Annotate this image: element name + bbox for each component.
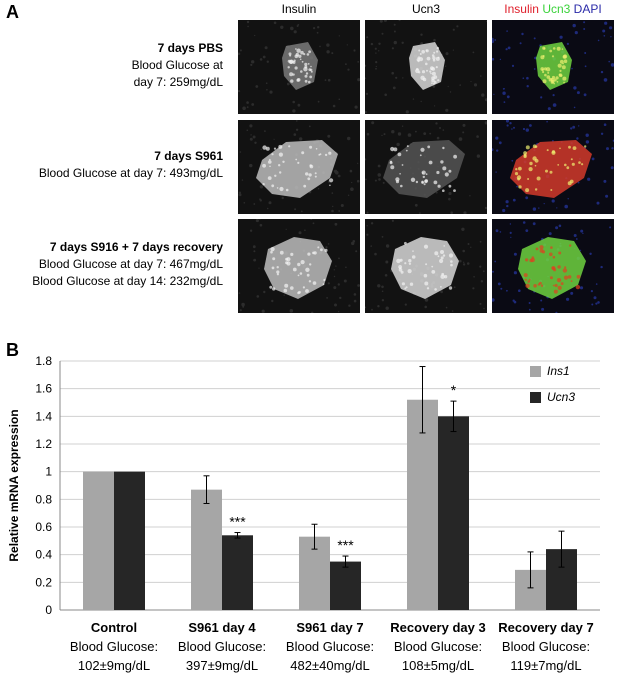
micrograph-recovery-ucn3	[365, 219, 487, 313]
category-label: S961 day 4	[188, 620, 256, 635]
y-tick-label: 0.6	[35, 520, 52, 534]
category-sublabel: 102±9mg/dL	[78, 658, 150, 673]
legend-label: Ucn3	[547, 390, 575, 404]
bar-ucn3-1	[222, 535, 253, 610]
column-header-ucn3: Ucn3	[411, 2, 440, 16]
row-line: Blood Glucose at day 7: 493mg/dL	[38, 166, 223, 180]
bar-ucn3-3	[438, 416, 469, 610]
bar-ucn3-2	[330, 561, 361, 610]
row-line: Blood Glucose at day 7: 467mg/dL	[38, 257, 223, 271]
category-sublabel: 397±9mg/dL	[186, 658, 258, 673]
category-sublabel: Blood Glucose:	[502, 639, 590, 654]
y-tick-label: 1.8	[35, 354, 52, 368]
micrograph-pbs-insulin	[238, 20, 360, 114]
row-line: Blood Glucose at day 14: 232mg/dL	[32, 274, 223, 288]
significance-marker: ***	[229, 514, 246, 530]
category-sublabel: Blood Glucose:	[70, 639, 158, 654]
category-sublabel: 119±7mg/dL	[510, 658, 581, 673]
y-tick-label: 1.6	[35, 382, 52, 396]
micrograph-s961-insulin	[238, 120, 360, 214]
category-sublabel: Blood Glucose:	[178, 639, 266, 654]
micrograph-s961-ucn3	[365, 120, 487, 214]
bar-ins1-0	[83, 471, 114, 610]
merge-label-dapi: DAPI	[570, 2, 602, 16]
legend-swatch	[530, 366, 541, 377]
y-tick-label: 1.2	[35, 437, 52, 451]
column-header-insulin: Insulin	[281, 2, 317, 16]
micrograph-pbs-merge	[492, 20, 614, 114]
legend-label: Ins1	[547, 364, 570, 378]
row-label-s961: 7 days S961 Blood Glucose at day 7: 493m…	[39, 148, 223, 182]
column-header-merge: Insulin Ucn3 DAPI	[492, 2, 614, 16]
merge-label-insulin: Insulin	[504, 2, 539, 16]
row-title: 7 days S916 + 7 days recovery	[49, 240, 223, 254]
legend-swatch	[530, 392, 541, 403]
y-tick-label: 0.4	[35, 548, 52, 562]
micrograph-recovery-merge	[492, 219, 614, 313]
category-sublabel: Blood Glucose:	[394, 639, 482, 654]
category-label: S961 day 7	[296, 620, 363, 635]
significance-marker: *	[451, 382, 457, 398]
micrograph-pbs-ucn3	[365, 20, 487, 114]
row-label-pbs: 7 days PBS Blood Glucose at day 7: 259mg…	[132, 40, 223, 91]
panel-letter-b: B	[6, 340, 19, 360]
merge-label-ucn3: Ucn3	[538, 2, 571, 16]
micrograph-s961-merge	[492, 120, 614, 214]
y-tick-label: 0	[45, 603, 52, 617]
row-title: 7 days S961	[154, 149, 223, 163]
category-label: Recovery day 3	[390, 620, 485, 635]
category-label: Control	[91, 620, 137, 635]
panel-letter-a: A	[6, 2, 19, 22]
y-tick-label: 0.2	[35, 575, 52, 589]
y-axis-label: Relative mRNA expression	[7, 409, 21, 561]
y-tick-label: 0.8	[35, 492, 52, 506]
bar-chart: 0 0.2 0.4 0.6 0.8 1 1.2 1.4 1.6 1.8 Relative mRNA …	[7, 354, 600, 673]
row-line: day 7: 259mg/dL	[133, 75, 223, 89]
y-tick-label: 1.4	[35, 409, 52, 423]
category-sublabel: 108±5mg/dL	[402, 658, 474, 673]
bar-ucn3-0	[114, 471, 145, 610]
row-line: Blood Glucose at	[131, 58, 223, 72]
y-tick-label: 1	[45, 465, 52, 479]
category-sublabel: 482±40mg/dL	[290, 658, 369, 673]
row-label-recovery: 7 days S916 + 7 days recovery Blood Gluc…	[32, 239, 223, 290]
category-label: Recovery day 7	[498, 620, 593, 635]
bar-ins1-1	[191, 489, 222, 610]
significance-marker: ***	[337, 537, 354, 553]
category-sublabel: Blood Glucose:	[286, 639, 374, 654]
micrograph-recovery-insulin	[238, 219, 360, 313]
bar-ins1-3	[407, 399, 438, 610]
row-title: 7 days PBS	[157, 41, 223, 55]
